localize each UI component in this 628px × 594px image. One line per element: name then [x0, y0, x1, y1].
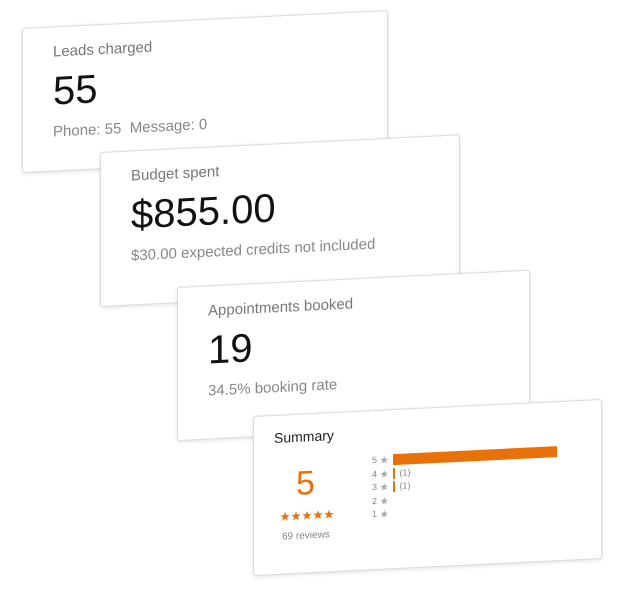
card-value: $855.00 — [131, 186, 276, 238]
card-value: 19 — [208, 326, 253, 373]
row-stars: 1 — [372, 508, 378, 520]
card-title: Leads charged — [53, 38, 153, 61]
bar — [393, 481, 396, 493]
star-icon — [380, 496, 389, 505]
card-title: Appointments booked — [208, 295, 354, 320]
card-value: 55 — [53, 67, 98, 114]
card-detail: $30.00 expected credits not included — [131, 235, 376, 265]
card-detail: 34.5% booking rate — [208, 376, 338, 400]
star-icon — [380, 482, 389, 491]
star-icon — [380, 509, 389, 518]
rating-stars — [280, 509, 334, 521]
reviews-count: 69 reviews — [282, 529, 330, 543]
row-stars: 3 — [372, 481, 378, 493]
rating-distribution: 5 4 (1) 3 (1) 2 1 — [372, 444, 592, 519]
bar-label: (1) — [399, 466, 411, 478]
row-stars: 2 — [372, 495, 378, 506]
summary-title: Summary — [274, 427, 334, 446]
summary-card: Summary 5 69 reviews 5 4 (1) 3 (1) 2 1 — [253, 398, 602, 576]
card-title: Budget spent — [131, 163, 220, 185]
star-icon — [380, 455, 389, 464]
row-stars: 4 — [372, 468, 378, 479]
star-icon — [380, 469, 389, 478]
row-stars: 5 — [372, 454, 378, 466]
bar-label: (1) — [399, 480, 411, 491]
bar — [393, 467, 396, 479]
rating: 5 — [296, 463, 315, 503]
card-detail: Phone: 55 Message: 0 — [53, 115, 208, 141]
